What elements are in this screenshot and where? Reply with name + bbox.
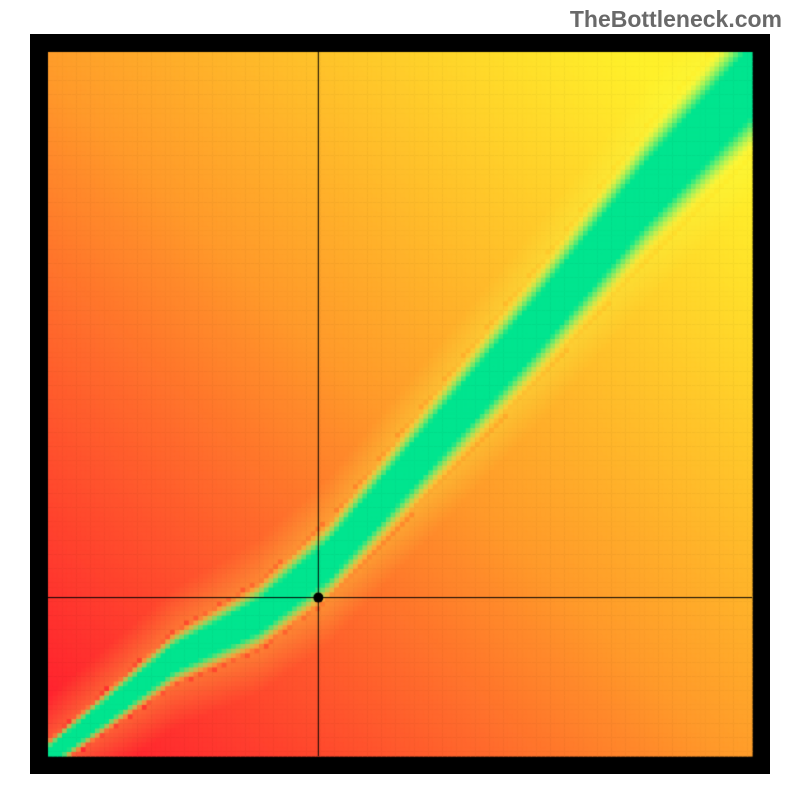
plot-outer-frame (30, 34, 770, 774)
watermark-text: TheBottleneck.com (570, 6, 782, 33)
bottleneck-heatmap (30, 34, 770, 774)
